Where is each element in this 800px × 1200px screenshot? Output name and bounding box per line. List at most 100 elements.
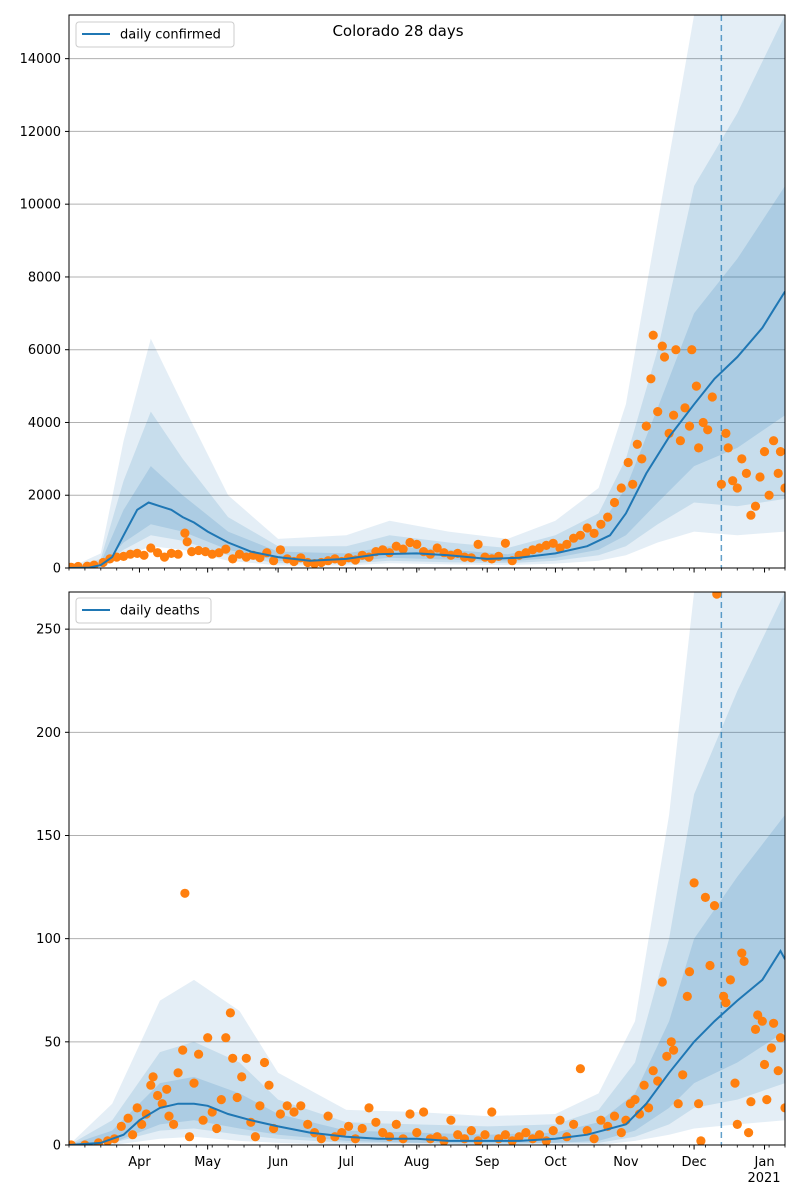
confirmed-data-point	[166, 548, 176, 559]
deaths-data-point	[180, 888, 190, 898]
confirmed-data-point	[646, 374, 656, 384]
confirmed-data-point	[562, 539, 572, 550]
deaths-axes: 0 50 100 150 200 250 Apr May Jun Jul Aug Sep Oct Nov D…	[36, 591, 786, 1170]
x-tick-label: Sep	[475, 1155, 500, 1170]
confirmed-axes-frame	[68, 14, 786, 569]
deaths-data-point	[419, 1107, 429, 1117]
confirmed-data-point	[275, 545, 285, 555]
deaths-legend-label: daily deaths	[120, 604, 200, 619]
deaths-data-point	[194, 1049, 204, 1059]
deaths-data-point	[357, 1123, 367, 1134]
confirmed-data-point	[780, 483, 785, 493]
confirmed-grid	[69, 58, 785, 496]
x-tick-label: Nov	[613, 1155, 639, 1170]
deaths-data-point	[773, 1066, 783, 1076]
deaths-data-point	[116, 1121, 126, 1131]
deaths-data-point	[673, 1099, 683, 1109]
deaths-data-point	[232, 1092, 242, 1103]
confirmed-data-point	[664, 428, 674, 438]
deaths-data-point	[725, 975, 736, 985]
confirmed-data-point	[691, 381, 702, 391]
deaths-data-point	[237, 1072, 247, 1082]
confirmed-data-point	[764, 490, 774, 500]
deaths-data-point	[766, 1043, 777, 1053]
deaths-data-point	[596, 1115, 606, 1125]
deaths-data-point	[700, 892, 711, 903]
deaths-y-tick-label: 50	[44, 1035, 61, 1050]
deaths-data-point	[780, 1103, 785, 1113]
deaths-panel: 0 50 100 150 200 250 Apr May Jun Jul Aug Sep Oct Nov D…	[36, 591, 786, 1170]
deaths-data-point	[759, 1059, 770, 1070]
confirmed-y-tick-label: 10000	[20, 198, 61, 213]
deaths-data-point	[137, 1119, 147, 1129]
confirmed-data-point	[741, 468, 752, 478]
confirmed-data-point	[555, 543, 565, 553]
deaths-data-point	[212, 1123, 222, 1134]
deaths-data-point	[184, 1132, 195, 1142]
deaths-data-point	[446, 1115, 456, 1125]
confirmed-data-point	[603, 512, 613, 522]
deaths-data-point	[709, 901, 720, 911]
deaths-data-point	[653, 1076, 663, 1086]
confirmed-data-point	[746, 510, 756, 520]
confirmed-data-point	[684, 421, 695, 431]
confirmed-data-point	[703, 425, 713, 435]
deaths-data-point	[203, 1033, 213, 1043]
deaths-data-point	[630, 1095, 640, 1105]
confirmed-data-point	[589, 528, 599, 539]
confirmed-data-point	[73, 561, 83, 568]
deaths-data-point	[225, 1008, 235, 1018]
deaths-y-tick-label: 100	[36, 932, 61, 947]
confirmed-data-point	[214, 548, 224, 558]
deaths-data-point	[712, 592, 722, 599]
confirmed-data-point	[221, 544, 231, 554]
confirmed-data-point	[632, 439, 642, 449]
confirmed-data-point	[398, 544, 408, 554]
deaths-legend: daily deaths	[75, 597, 212, 624]
confirmed-data-point	[694, 443, 704, 453]
deaths-data-point	[146, 1080, 156, 1090]
deaths-data-point	[453, 1130, 463, 1140]
deaths-data-point	[514, 1132, 524, 1142]
deaths-axes-frame	[68, 591, 786, 1146]
deaths-band-2	[69, 814, 785, 1145]
x-tick-label: Oct	[544, 1155, 566, 1170]
deaths-data-point	[198, 1115, 208, 1125]
confirmed-data-point	[675, 436, 686, 446]
x-year-label: 2021	[747, 1171, 780, 1186]
deaths-data-point	[164, 1111, 174, 1121]
confirmed-bands	[69, 15, 785, 568]
confirmed-data-point	[707, 392, 717, 402]
deaths-data-point	[684, 967, 695, 977]
confirmed-data-point	[716, 479, 727, 489]
confirmed-data-point	[180, 528, 190, 538]
deaths-series-line	[69, 949, 785, 1145]
deaths-data-point	[128, 1130, 138, 1140]
deaths-data-point	[541, 1136, 551, 1145]
confirmed-data-point	[159, 552, 170, 562]
deaths-data-point	[303, 1119, 313, 1129]
deaths-data-point	[153, 1090, 163, 1101]
deaths-data-point	[569, 1119, 579, 1129]
deaths-grid	[69, 628, 785, 1043]
deaths-data-point	[666, 1037, 676, 1047]
deaths-data-point	[644, 1103, 654, 1113]
confirmed-data-point	[728, 476, 738, 486]
deaths-data-point	[466, 1126, 476, 1136]
confirmed-data-point	[494, 551, 504, 562]
deaths-data-point	[405, 1109, 415, 1119]
confirmed-series-line	[69, 290, 785, 568]
x-tick-label: Dec	[682, 1155, 707, 1170]
confirmed-data-point	[139, 550, 149, 560]
confirmed-data-point	[616, 483, 626, 493]
deaths-data-point	[350, 1134, 360, 1144]
deaths-data-point	[221, 1033, 231, 1043]
deaths-data-point	[337, 1128, 347, 1138]
deaths-data-point	[391, 1119, 401, 1129]
deaths-data-point	[487, 1107, 497, 1117]
confirmed-data-point	[269, 556, 279, 566]
confirmed-data-point	[659, 352, 670, 362]
deaths-data-point	[689, 878, 699, 888]
x-tick-label: Jun	[267, 1155, 288, 1170]
confirmed-data-point	[628, 479, 638, 489]
